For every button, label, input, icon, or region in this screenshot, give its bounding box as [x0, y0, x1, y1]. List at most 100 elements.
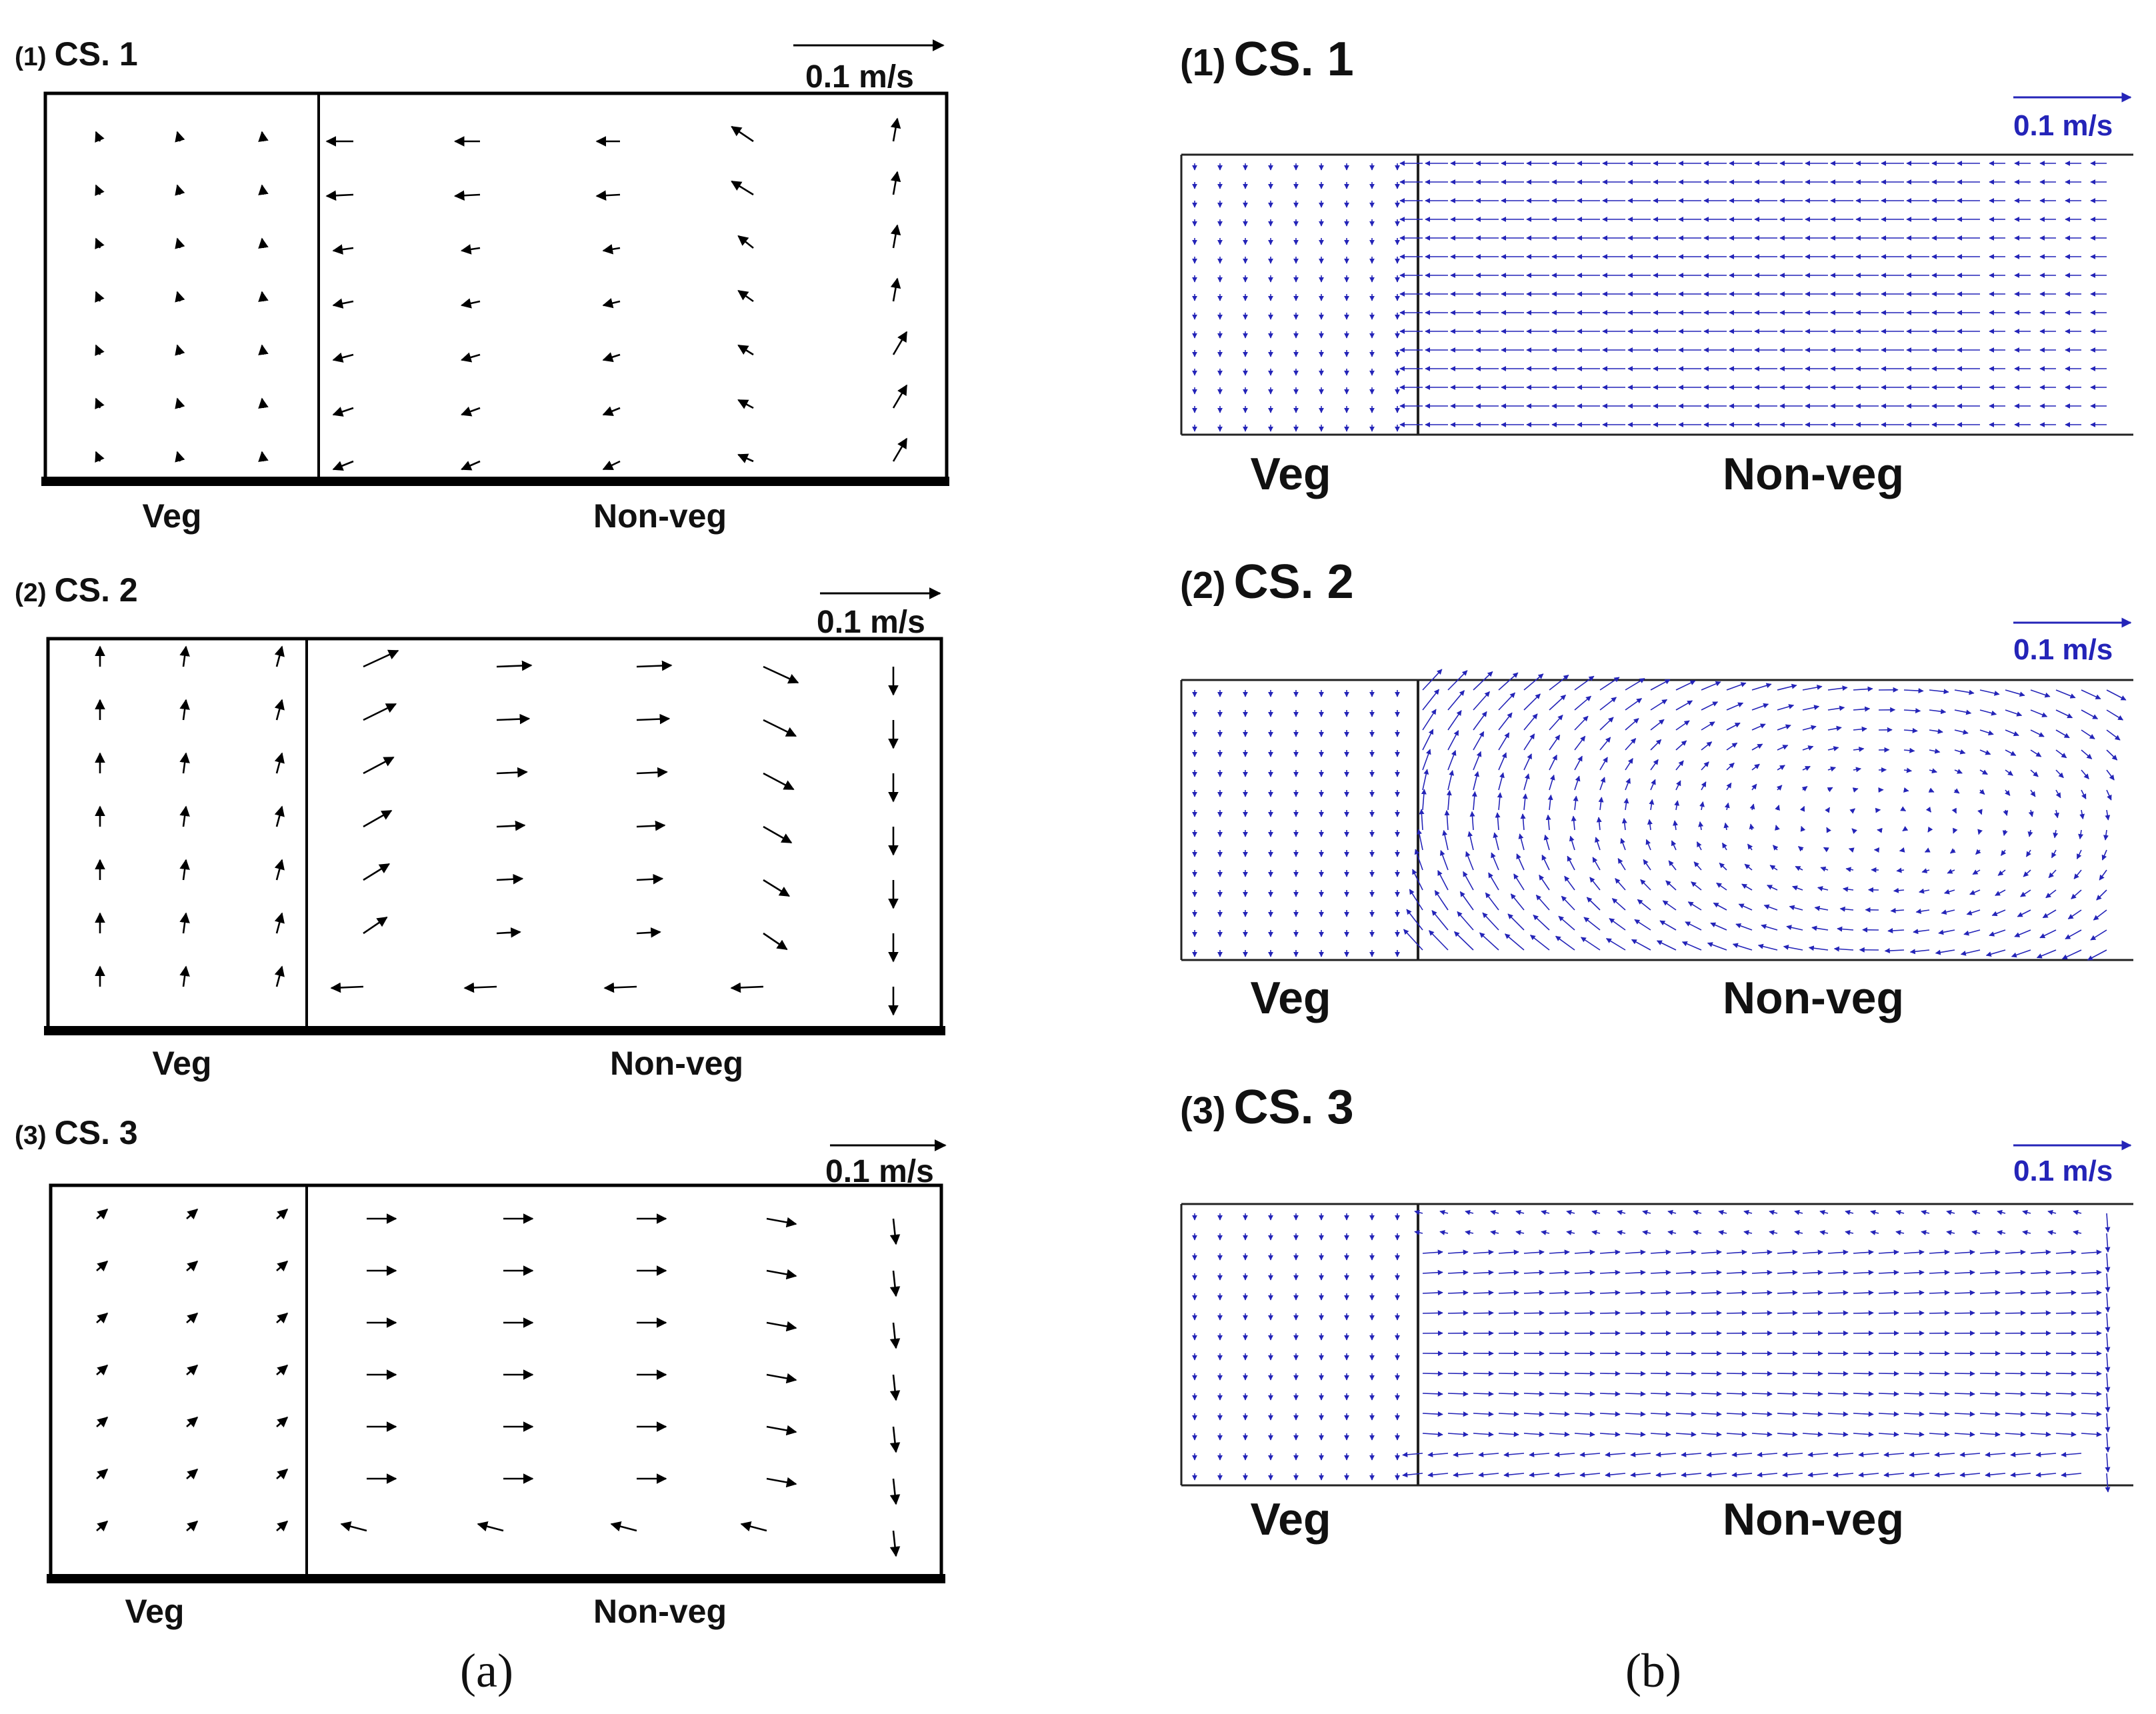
velocity-vector: [96, 1520, 109, 1532]
velocity-vector: [2055, 1269, 2077, 1275]
velocity-vector: [1777, 1431, 1798, 1437]
velocity-vector: [2036, 949, 2057, 959]
velocity-vector: [2055, 749, 2067, 759]
velocity-vector: [2030, 1411, 2051, 1417]
velocity-vector: [2022, 1209, 2031, 1215]
velocity-vector: [1929, 768, 1937, 774]
velocity-vector: [1675, 740, 1687, 751]
velocity-vector: [1549, 674, 1569, 691]
velocity-vector: [2105, 1253, 2111, 1273]
velocity-vector: [1671, 840, 1677, 851]
velocity-vector: [1777, 1269, 1798, 1275]
velocity-vector: [1513, 873, 1525, 891]
velocity-vector: [1447, 770, 1455, 791]
velocity-vector: [1463, 871, 1474, 891]
velocity-vector: [1498, 1411, 1519, 1417]
velocity-vector: [1574, 1391, 1595, 1397]
velocity-vector: [1878, 1431, 1899, 1437]
velocity-vector: [332, 298, 354, 309]
velocity-vector: [1591, 1209, 1601, 1215]
velocity-vector: [186, 1520, 199, 1532]
velocity-vector: [1675, 680, 1696, 691]
velocity-vector: [363, 916, 388, 935]
velocity-vector: [1701, 761, 1709, 771]
velocity-vector: [1592, 857, 1601, 871]
velocity-vector: [2055, 729, 2070, 739]
velocity-vector: [1929, 1431, 1950, 1437]
velocity-vector: [1928, 787, 1935, 793]
velocity-vector: [1447, 1391, 1469, 1397]
velocity-vector: [1650, 759, 1659, 771]
velocity-vector: [1650, 1269, 1671, 1275]
velocity-vector: [2005, 1391, 2026, 1397]
velocity-vector: [2023, 869, 2031, 877]
velocity-vector: [363, 863, 391, 881]
velocity-vector: [889, 1530, 901, 1557]
velocity-vector: [1479, 932, 1499, 951]
velocity-vector: [363, 703, 397, 721]
velocity-vector: [2076, 849, 2082, 860]
velocity-vector: [186, 1260, 199, 1272]
velocity-vector: [2035, 1472, 2057, 1478]
velocity-vector: [332, 352, 354, 363]
velocity-vector: [2090, 929, 2107, 941]
velocity-vector: [1598, 797, 1604, 811]
velocity-vector: [1599, 1249, 1621, 1255]
velocity-vector: [766, 1425, 797, 1436]
velocity-vector: [1549, 774, 1555, 791]
velocity-vector: [1845, 1209, 1854, 1215]
velocity-vector: [890, 117, 901, 142]
velocity-vector: [2105, 1473, 2111, 1493]
velocity-vector: [1437, 870, 1449, 891]
velocity-vector: [1498, 752, 1507, 771]
panel-a2-frame: [44, 637, 945, 1035]
velocity-vector: [1706, 1451, 1727, 1457]
velocity-vector: [1574, 695, 1592, 711]
velocity-vector: [1979, 789, 1985, 795]
velocity-vector: [2071, 889, 2082, 899]
velocity-vector: [1954, 1371, 1975, 1377]
panel-number: (2): [15, 579, 47, 607]
velocity-vector: [602, 298, 621, 309]
velocity-vector: [1808, 945, 1829, 951]
velocity-vector: [1549, 695, 1566, 711]
velocity-vector: [1549, 1411, 1570, 1417]
velocity-vector: [461, 406, 481, 417]
velocity-vector: [1630, 1451, 1651, 1457]
velocity-vector: [1941, 909, 1955, 915]
velocity-vector: [1738, 903, 1753, 911]
velocity-vector: [1827, 705, 1845, 711]
velocity-vector: [1884, 948, 1905, 954]
velocity-vector: [1767, 885, 1778, 891]
velocity-vector: [1599, 1371, 1621, 1377]
velocity-vector: [1903, 767, 1912, 773]
velocity-vector: [2081, 709, 2099, 720]
velocity-vector: [1726, 682, 1747, 691]
velocity-vector: [1971, 1209, 1981, 1215]
velocity-vector: [1938, 929, 1955, 935]
velocity-vector: [1675, 1371, 1697, 1377]
velocity-vector: [1853, 726, 1867, 732]
velocity-vector: [274, 912, 285, 934]
velocity-vector: [1899, 847, 1905, 853]
velocity-vector: [1693, 861, 1702, 871]
veg-label-a3: Veg: [125, 1593, 185, 1630]
velocity-vector: [1802, 1371, 1823, 1377]
velocity-vector: [186, 1312, 199, 1324]
velocity-vector: [1991, 909, 2006, 917]
velocity-vector: [1599, 757, 1608, 771]
velocity-vector: [1605, 1451, 1626, 1457]
velocity-vector: [1571, 815, 1577, 831]
velocity-vector: [1757, 1472, 1778, 1478]
velocity-vector: [1807, 1472, 1829, 1478]
velocity-vector: [1890, 907, 1905, 913]
velocity-vector: [1554, 1451, 1575, 1457]
velocity-vector: [1497, 792, 1503, 811]
panel-number: (3): [15, 1121, 47, 1150]
velocity-vector: [2030, 749, 2042, 757]
velocity-vector: [96, 1416, 109, 1428]
panel-b2-frame: [1180, 679, 2133, 961]
velocity-vector: [1827, 787, 1833, 793]
velocity-vector: [1419, 809, 1425, 831]
velocity-vector: [1566, 1209, 1575, 1215]
